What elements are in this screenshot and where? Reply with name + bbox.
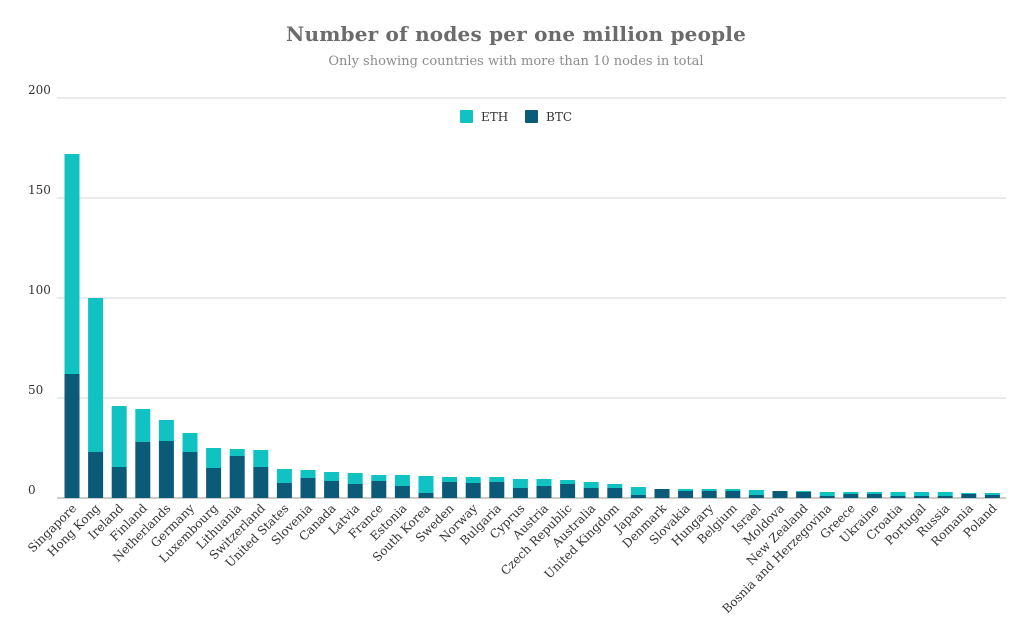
bar-eth-slovenia [300, 470, 316, 478]
bar-eth-norway [465, 477, 481, 483]
bar-eth-sweden [442, 477, 458, 482]
bar-eth-bulgaria [489, 477, 505, 482]
bar-btc-hungary [701, 491, 717, 498]
bar-btc-austria [536, 486, 552, 498]
bar-eth-finland [135, 409, 151, 442]
bar-eth-canada [324, 472, 340, 481]
legend-label-eth: ETH [481, 110, 508, 124]
bar-eth-united-states [276, 469, 292, 483]
bar-eth-switzerland [253, 450, 269, 467]
bar-btc-south-korea [418, 493, 434, 498]
chart-title: Number of nodes per one million people [285, 22, 747, 46]
bar-eth-croatia [890, 492, 906, 496]
bar-btc-bulgaria [489, 482, 505, 498]
y-tick-label: 50 [28, 383, 43, 397]
bar-eth-new-zealand [796, 491, 812, 492]
bar-eth-romania [961, 493, 977, 494]
bar-btc-sweden [442, 482, 458, 498]
grid-lines [57, 97, 1006, 499]
bar-eth-united-kingdom [607, 484, 623, 488]
bar-btc-israel [748, 495, 764, 498]
bar-eth-germany [182, 433, 198, 452]
legend-label-btc: BTC [546, 110, 572, 124]
bar-btc-ukraine [866, 494, 882, 498]
bar-btc-estonia [394, 486, 410, 498]
legend-swatch-btc [525, 110, 538, 123]
bar-eth-hong-kong [88, 298, 104, 452]
bar-btc-canada [324, 481, 340, 498]
bar-btc-singapore [64, 374, 80, 498]
bar-eth-netherlands [158, 420, 174, 441]
bar-btc-new-zealand [796, 492, 812, 498]
bar-btc-czech-republic [560, 484, 576, 498]
bar-btc-luxembourg [206, 468, 222, 498]
bar-btc-netherlands [158, 441, 174, 498]
bar-btc-slovakia [678, 491, 694, 498]
bar-btc-united-kingdom [607, 488, 623, 498]
bar-btc-finland [135, 442, 151, 498]
bar-btc-russia [937, 496, 953, 498]
bar-btc-united-states [276, 483, 292, 498]
bar-eth-ireland [111, 406, 127, 467]
bar-eth-japan [630, 487, 646, 495]
legend-swatch-eth [460, 110, 473, 123]
bar-btc-greece [843, 494, 859, 498]
bar-btc-switzerland [253, 467, 269, 498]
bar-eth-australia [583, 482, 599, 488]
bar-eth-bosnia-and-herzegovina [819, 492, 835, 496]
bar-btc-germany [182, 452, 198, 498]
bars [64, 154, 1000, 498]
bar-btc-hong-kong [88, 452, 104, 498]
bar-eth-estonia [394, 475, 410, 486]
bar-eth-france [371, 475, 387, 481]
bar-btc-latvia [347, 484, 363, 498]
chart-subtitle: Only showing countries with more than 10… [328, 54, 704, 69]
bar-eth-south-korea [418, 476, 434, 493]
y-tick-label: 150 [28, 183, 51, 197]
bar-btc-portugal [914, 496, 930, 498]
bar-btc-denmark [654, 489, 670, 498]
y-tick-label: 100 [28, 283, 51, 297]
bar-btc-slovenia [300, 478, 316, 498]
bar-btc-japan [630, 495, 646, 498]
legend: ETH BTC [460, 110, 572, 124]
bar-btc-romania [961, 494, 977, 498]
bar-eth-latvia [347, 473, 363, 484]
y-tick-label: 0 [28, 483, 36, 497]
bar-btc-france [371, 481, 387, 498]
bar-eth-hungary [701, 489, 717, 491]
bar-eth-poland [984, 493, 1000, 495]
bar-eth-austria [536, 479, 552, 486]
bar-eth-czech-republic [560, 480, 576, 484]
bar-eth-lithuania [229, 449, 245, 456]
bar-btc-poland [984, 495, 1000, 498]
bar-btc-ireland [111, 467, 127, 498]
bar-btc-australia [583, 488, 599, 498]
y-axis-tick-labels: 0 50 100 150 200 [28, 83, 51, 497]
bar-btc-norway [465, 483, 481, 498]
bar-eth-israel [748, 490, 764, 495]
bar-eth-ukraine [866, 492, 882, 494]
bar-btc-moldova [772, 491, 788, 498]
y-tick-label: 200 [28, 83, 51, 97]
bar-eth-slovakia [678, 489, 694, 491]
bar-eth-cyprus [512, 479, 528, 488]
bar-btc-belgium [725, 491, 741, 498]
bar-btc-lithuania [229, 456, 245, 498]
bar-eth-luxembourg [206, 448, 222, 468]
bar-eth-greece [843, 492, 859, 494]
bar-eth-belgium [725, 489, 741, 491]
bar-btc-bosnia-and-herzegovina [819, 496, 835, 498]
bar-eth-portugal [914, 492, 930, 496]
bar-btc-cyprus [512, 488, 528, 498]
bar-eth-singapore [64, 154, 80, 374]
bar-btc-croatia [890, 496, 906, 498]
bar-eth-russia [937, 492, 953, 496]
